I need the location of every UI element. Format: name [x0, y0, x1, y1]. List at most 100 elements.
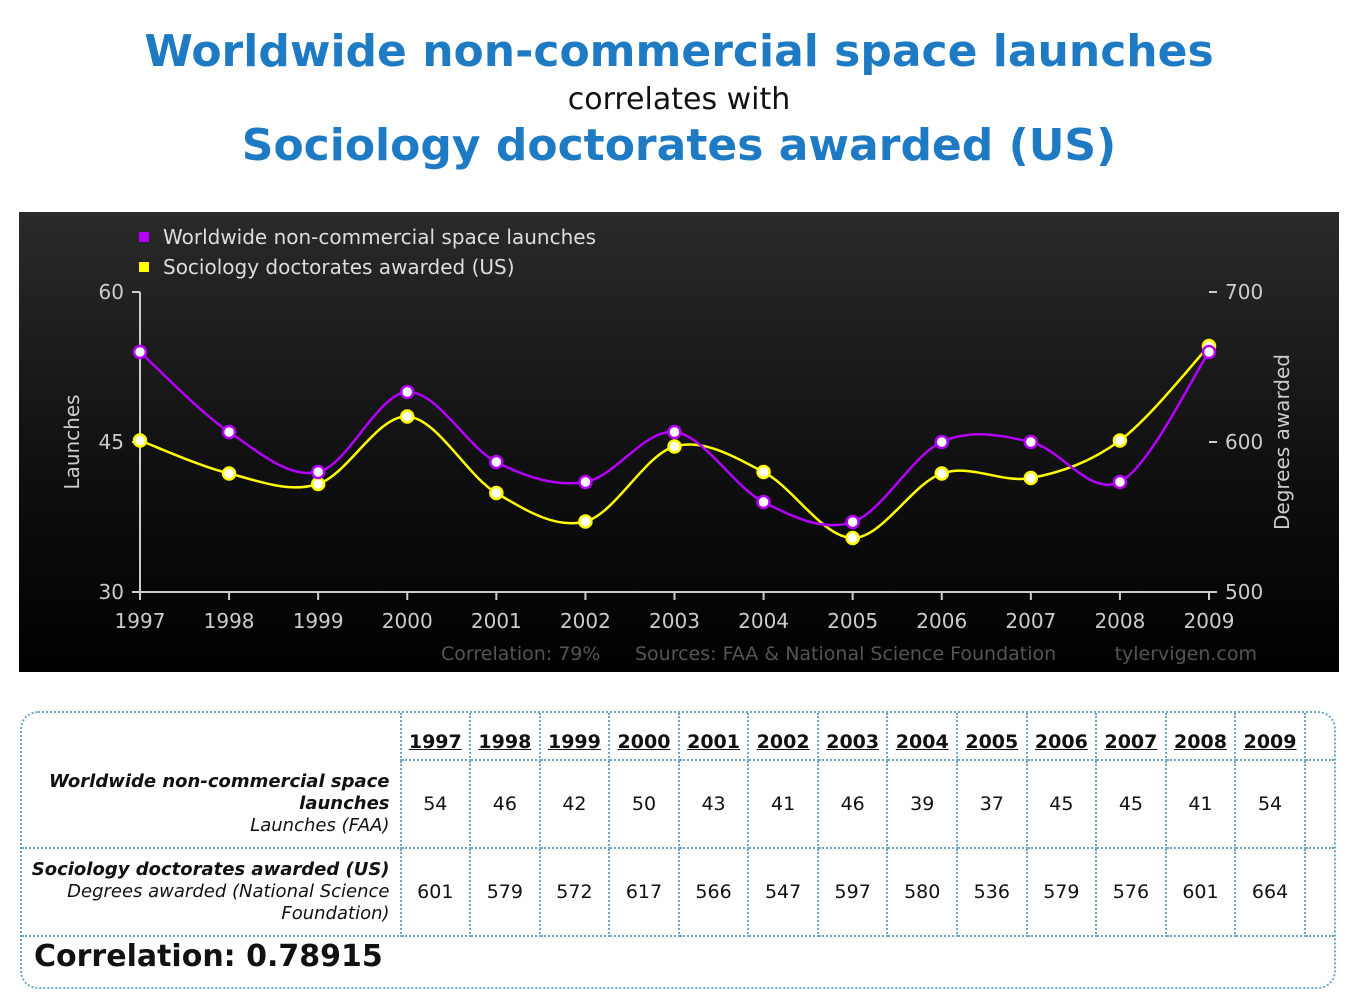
column-header-year: 2009 — [1235, 713, 1306, 761]
table-cell: 54 — [400, 760, 472, 849]
table-cell: 597 — [817, 848, 889, 937]
data-point — [310, 464, 326, 480]
column-header-year: 1998 — [470, 713, 541, 761]
y-axis-title-left: Launches — [60, 394, 84, 489]
data-table: 1997 1998 1999 2000 2001 2002 2003 2004 2005 2006… — [20, 711, 1336, 989]
y-tick-label-left: 60 — [99, 280, 124, 304]
data-point — [489, 485, 504, 501]
data-point — [400, 384, 415, 400]
chart-title-connector: correlates with — [567, 82, 791, 117]
chart-correlation-note: Correlation: 79% — [441, 643, 600, 665]
data-point — [132, 344, 148, 360]
table-row: Worldwide non-commercial space launches … — [22, 760, 1334, 849]
data-point — [489, 454, 504, 470]
table-cell: 601 — [400, 848, 472, 937]
y-tick-label-right: 600 — [1225, 430, 1263, 454]
correlation-value: Correlation: 0.78915 — [34, 939, 383, 974]
y-tick-label-left: 30 — [99, 580, 124, 604]
table-cell: 43 — [678, 760, 750, 849]
column-header-year: 2005 — [957, 713, 1028, 761]
data-point — [221, 424, 237, 440]
data-point — [667, 424, 682, 440]
column-header-year: 1997 — [400, 713, 472, 761]
table-cell: 572 — [539, 848, 611, 937]
x-tick-label: 2007 — [1005, 609, 1056, 633]
table-cell: 41 — [1165, 760, 1237, 849]
x-tick-label: 1997 — [115, 609, 166, 633]
chart-svg: 30 45 60 500 600 700 1997 1998 1999 2000 2001 2002 2… — [60, 225, 1294, 665]
data-point — [1112, 433, 1128, 448]
table-cell: 39 — [887, 760, 959, 849]
table-cell: 617 — [609, 848, 680, 937]
table-cell: 664 — [1235, 848, 1306, 937]
table-cell: 579 — [470, 848, 541, 937]
chart-title-primary: Worldwide non-commercial space launches — [144, 26, 1214, 77]
table-spacer-cell — [1304, 760, 1334, 849]
chart-title-secondary: Sociology doctorates awarded (US) — [241, 120, 1117, 171]
data-point — [1112, 474, 1128, 490]
table-spacer-cell — [1304, 848, 1334, 937]
x-tick-label: 2004 — [738, 609, 789, 633]
legend-swatch — [139, 232, 149, 242]
table-cell: 45 — [1026, 760, 1098, 849]
table-cell: 54 — [1235, 760, 1306, 849]
table-cell: 547 — [748, 848, 819, 937]
row-label-subtitle: Degrees awarded (National Science Founda… — [67, 881, 390, 924]
data-point — [221, 466, 237, 481]
column-header-year: 2007 — [1096, 713, 1167, 761]
data-point — [310, 476, 326, 492]
x-tick-label: 2002 — [560, 609, 611, 633]
y-tick-label-right: 700 — [1225, 280, 1263, 304]
table-cell: 576 — [1096, 848, 1167, 937]
legend-label: Sociology doctorates awarded (US) — [163, 255, 515, 279]
column-header-year: 2004 — [887, 713, 959, 761]
chart-site-credit: tylervigen.com — [1115, 643, 1257, 665]
chart-sources-note: Sources: FAA & National Science Foundati… — [635, 643, 1056, 665]
data-point — [1201, 344, 1217, 360]
table-cell: 536 — [957, 848, 1028, 937]
data-point — [578, 514, 593, 529]
data-point — [132, 433, 148, 448]
row-label-title: Sociology doctorates awarded (US) — [31, 859, 390, 880]
legend-label: Worldwide non-commercial space launches — [163, 225, 596, 249]
x-tick-label: 2000 — [382, 609, 433, 633]
data-point — [756, 494, 771, 510]
table-corner — [22, 713, 402, 760]
column-header-year: 1999 — [539, 713, 611, 761]
table-cell: 37 — [957, 760, 1028, 849]
row-label-doctorates: Sociology doctorates awarded (US) Degree… — [22, 848, 402, 937]
data-point — [934, 434, 949, 450]
data-point — [1023, 434, 1039, 450]
table-cell: 46 — [470, 760, 541, 849]
table-cell: 566 — [678, 848, 750, 937]
table-cell: 601 — [1165, 848, 1237, 937]
row-label-launches: Worldwide non-commercial space launches … — [22, 760, 402, 849]
data-point — [845, 514, 860, 530]
column-header-year: 2008 — [1165, 713, 1237, 761]
table-cell: 46 — [817, 760, 889, 849]
y-tick-label-left: 45 — [99, 430, 124, 454]
data-point — [1023, 470, 1039, 486]
table-cell: 45 — [1096, 760, 1167, 849]
column-header-year: 2002 — [748, 713, 819, 761]
data-table-grid: 1997 1998 1999 2000 2001 2002 2003 2004 2005 2006… — [22, 713, 1334, 937]
data-point — [400, 409, 415, 424]
x-tick-label: 2001 — [471, 609, 522, 633]
x-tick-label: 2006 — [916, 609, 967, 633]
table-cell: 580 — [887, 848, 959, 937]
data-point — [756, 464, 771, 480]
column-header-year: 2003 — [817, 713, 889, 761]
table-cell: 41 — [748, 760, 819, 849]
table-cell: 579 — [1026, 848, 1098, 937]
legend-swatch — [139, 262, 149, 272]
data-point — [667, 439, 682, 454]
column-header-year: 2000 — [609, 713, 680, 761]
y-axis-title-right: Degrees awarded — [1270, 354, 1294, 530]
table-header-row: 1997 1998 1999 2000 2001 2002 2003 2004 2005 2006… — [22, 713, 1334, 761]
table-cell: 42 — [539, 760, 611, 849]
column-header-year: 2001 — [678, 713, 750, 761]
x-tick-label: 1999 — [293, 609, 344, 633]
column-header-year: 2006 — [1026, 713, 1098, 761]
row-label-subtitle: Launches (FAA) — [250, 814, 390, 836]
x-tick-label: 2005 — [827, 609, 878, 633]
